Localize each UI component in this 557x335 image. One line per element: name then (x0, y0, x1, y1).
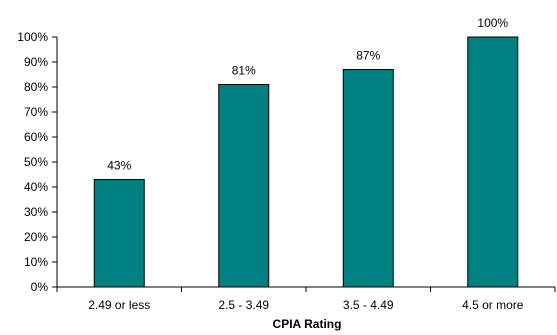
x-tick-label: 4.5 or more (462, 298, 524, 312)
x-tick-label: 2.5 - 3.49 (218, 298, 269, 312)
bar-data-label: 81% (232, 64, 256, 78)
y-tick-label: 10% (24, 255, 48, 269)
y-tick-label: 30% (24, 205, 48, 219)
x-tick-label: 3.5 - 4.49 (343, 298, 394, 312)
y-tick-label: 40% (24, 180, 48, 194)
y-tick-label: 90% (24, 55, 48, 69)
bar (342, 69, 394, 288)
y-tick-label: 50% (24, 155, 48, 169)
y-axis: 0% 10% 20% 30% 40% 50% 60% 70% 80% 90% 100% (17, 30, 58, 294)
x-tick-label: 2.49 or less (88, 298, 150, 312)
bar-data-label: 87% (356, 49, 380, 63)
y-tick-label: 0% (31, 280, 49, 294)
bar (467, 36, 519, 288)
bar-data-label: 43% (107, 159, 131, 173)
y-tick-label: 70% (24, 105, 48, 119)
y-tick-label: 20% (24, 230, 48, 244)
x-axis: 2.49 or less 2.5 - 3.49 3.5 - 4.49 4.5 or m… (56, 286, 556, 312)
y-tick-label: 60% (24, 130, 48, 144)
bar (218, 84, 270, 288)
bar (93, 179, 145, 288)
x-axis-title: CPIA Rating (273, 317, 342, 331)
bar-data-label: 100% (477, 16, 508, 30)
y-tick-label: 80% (24, 80, 48, 94)
bars: 43% 81% 87% 100% (93, 16, 519, 288)
y-tick-label: 100% (17, 30, 48, 44)
